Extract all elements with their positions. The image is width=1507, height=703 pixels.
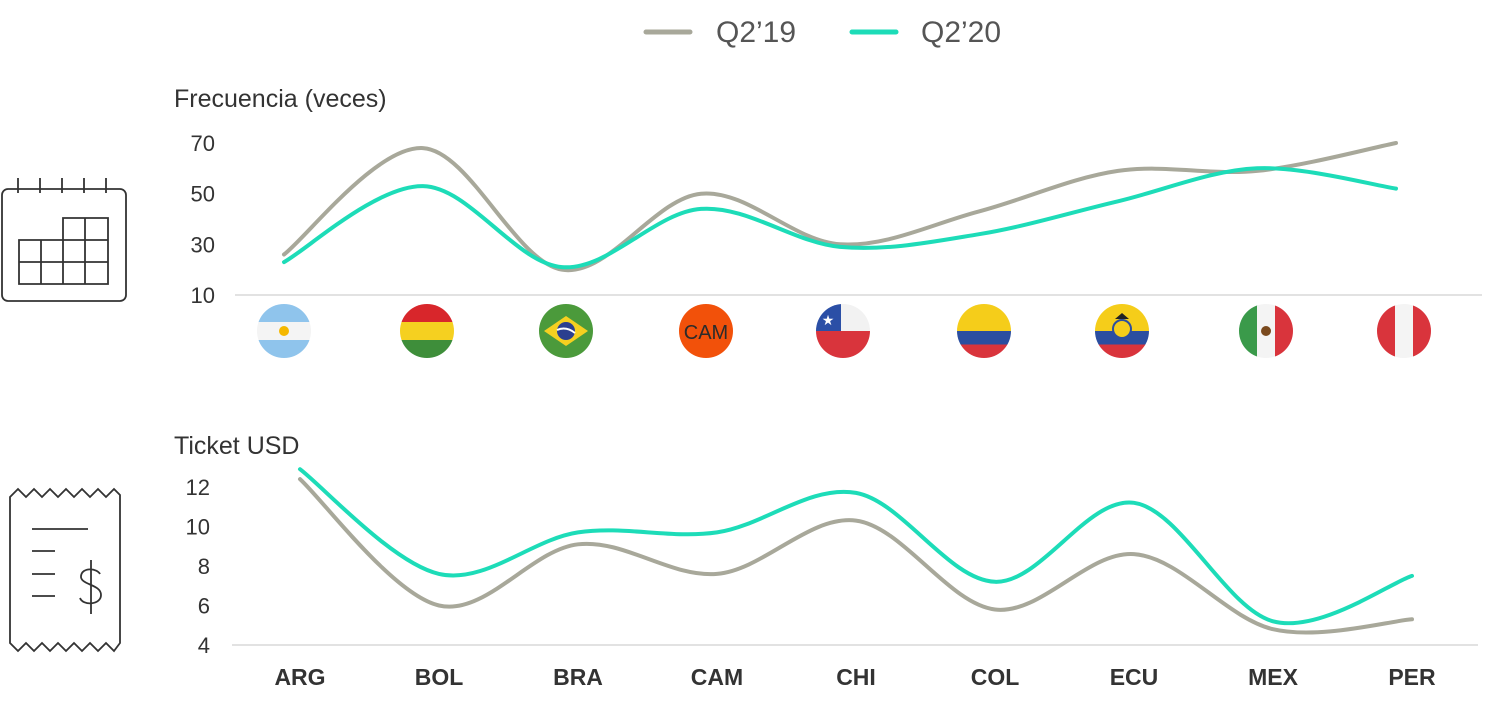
bolivia-flag-icon	[400, 304, 454, 358]
chart-ticket: 4 6 8 10 12 ARG BOL BRA CAM CHI COL ECU MEX PER	[186, 467, 1478, 690]
legend-label-q219: Q2’19	[716, 16, 796, 49]
argentina-flag-icon	[257, 304, 311, 358]
x-tick-label: CAM	[691, 664, 743, 690]
legend: Q2’19 Q2’20	[643, 16, 1001, 49]
x-tick-label: BRA	[553, 664, 603, 690]
chart-title-frecuencia: Frecuencia (veces)	[174, 85, 387, 113]
chile-flag-icon: ★	[816, 304, 870, 358]
y-tick-label: 50	[191, 182, 215, 207]
ecuador-flag-icon	[1095, 304, 1149, 358]
y-tick-label: 8	[198, 554, 210, 579]
legend-label-q220: Q2’20	[921, 16, 1001, 49]
brazil-flag-icon	[539, 304, 593, 358]
y-tick-label: 10	[186, 515, 210, 540]
series-line-q219	[282, 141, 1398, 273]
peru-flag-icon	[1377, 304, 1431, 358]
series-line-q220	[298, 467, 1414, 626]
cam-flag-text: CAM	[684, 322, 728, 344]
calendar-icon	[1, 178, 127, 302]
chart-title-ticket: Ticket USD	[174, 432, 299, 460]
x-tick-label: ECU	[1110, 664, 1159, 690]
mexico-flag-icon	[1239, 304, 1293, 358]
x-tick-label: MEX	[1248, 664, 1299, 690]
y-tick-label: 10	[191, 283, 215, 308]
svg-text:★: ★	[822, 312, 835, 328]
chart-frecuencia: 10 30 50 70	[191, 131, 1482, 308]
x-tick-label: COL	[971, 664, 1020, 690]
x-tick-label: ARG	[274, 664, 325, 690]
y-tick-label: 4	[198, 633, 210, 658]
y-tick-label: 12	[186, 475, 210, 500]
x-tick-label: BOL	[415, 664, 464, 690]
y-tick-label: 6	[198, 594, 210, 619]
x-tick-label: PER	[1388, 664, 1436, 690]
receipt-dollar-icon	[9, 487, 121, 653]
y-tick-label: 70	[191, 131, 215, 156]
series-line-q220	[282, 166, 1398, 270]
colombia-flag-icon	[957, 304, 1011, 358]
x-tick-label: CHI	[836, 664, 876, 690]
y-tick-label: 30	[191, 232, 215, 257]
series-line-q219	[298, 477, 1414, 635]
flag-row: CAM ★	[257, 304, 1431, 358]
central-america-flag-icon: CAM	[679, 304, 733, 358]
